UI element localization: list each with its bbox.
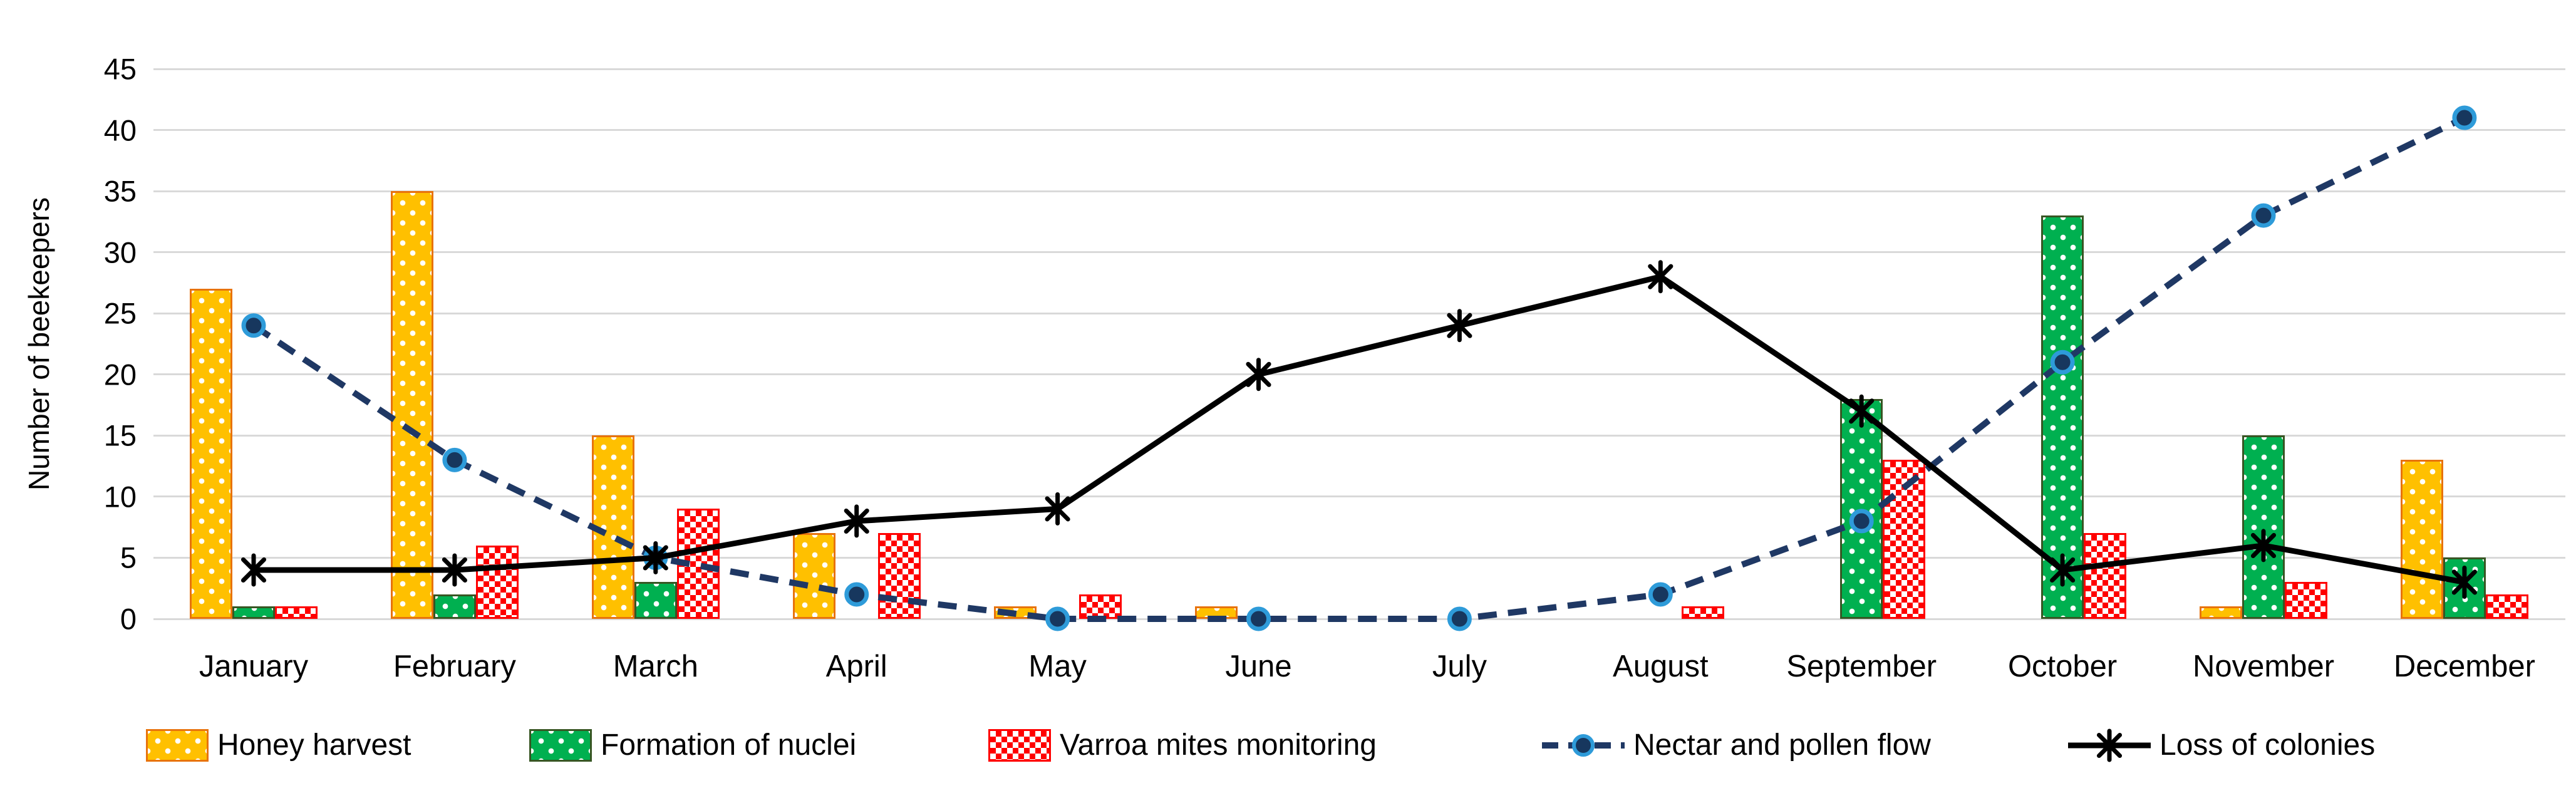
bar-formation-of-nuclei-october	[2041, 215, 2084, 619]
asterisk-marker	[1246, 358, 1271, 391]
bar-varroa-mites-monitoring-october	[2084, 533, 2127, 619]
legend-item-varroa-mites-monitoring: Varroa mites monitoring	[988, 725, 1377, 765]
bar-varroa-mites-monitoring-december	[2485, 594, 2528, 619]
y-tick-label-5: 5	[120, 541, 137, 574]
circle-marker	[2050, 350, 2075, 375]
line-loss-of-colonies	[254, 273, 2465, 585]
bar-formation-of-nuclei-november	[2242, 435, 2285, 619]
y-tick-label-10: 10	[103, 480, 137, 514]
legend-swatch	[146, 729, 209, 762]
y-tick-label-25: 25	[103, 296, 137, 330]
x-label-july: July	[1432, 650, 1487, 683]
gridline-45	[153, 68, 2565, 70]
legend-label: Formation of nuclei	[601, 728, 857, 762]
asterisk-marker	[1447, 309, 1472, 343]
legend-item-formation-of-nuclei: Formation of nuclei	[529, 725, 856, 765]
bar-honey-harvest-december	[2400, 460, 2443, 619]
circle-marker	[2452, 105, 2477, 130]
asterisk-marker	[442, 553, 467, 587]
asterisk-marker	[2050, 553, 2076, 587]
asterisk-marker	[844, 504, 869, 538]
asterisk-marker	[1045, 492, 1070, 526]
bar-varroa-mites-monitoring-august	[1682, 606, 1725, 619]
bar-honey-harvest-march	[591, 435, 634, 619]
circle-marker	[1246, 606, 1271, 631]
legend-item-honey-harvest: Honey harvest	[146, 725, 411, 765]
legend-swatch	[529, 729, 592, 762]
circle-marker	[1447, 606, 1472, 631]
x-label-may: May	[1028, 650, 1087, 683]
circle-marker	[1572, 734, 1595, 757]
legend-swatch	[988, 729, 1051, 762]
bar-formation-of-nuclei-september	[1840, 398, 1883, 619]
gridline-10	[153, 495, 2565, 498]
asterisk-marker	[1648, 260, 1673, 294]
y-tick-label-20: 20	[103, 358, 137, 391]
bar-varroa-mites-monitoring-november	[2285, 582, 2327, 619]
gridline-30	[153, 251, 2565, 254]
x-label-march: March	[613, 650, 698, 683]
asterisk-marker	[2451, 565, 2477, 599]
circle-marker	[241, 313, 266, 338]
x-label-august: August	[1613, 650, 1709, 683]
bar-honey-harvest-february	[390, 191, 433, 619]
legend-item-nectar-and-pollen-flow: Nectar and pollen flow	[1542, 725, 1931, 765]
bar-varroa-mites-monitoring-january	[275, 606, 318, 619]
legend-label: Loss of colonies	[2160, 728, 2376, 762]
bar-varroa-mites-monitoring-april	[877, 533, 921, 619]
bar-varroa-mites-monitoring-may	[1079, 594, 1122, 619]
circle-marker	[2251, 203, 2276, 228]
circle-marker	[1849, 509, 1874, 534]
bar-varroa-mites-monitoring-february	[475, 545, 519, 619]
bar-formation-of-nuclei-february	[433, 594, 476, 619]
bar-honey-harvest-april	[792, 533, 835, 619]
x-label-september: September	[1786, 650, 1937, 683]
legend-label: Varroa mites monitoring	[1060, 728, 1377, 762]
legend-label: Honey harvest	[217, 728, 411, 762]
asterisk-marker	[2250, 529, 2277, 562]
line-nectar-and-pollen-flow	[252, 115, 2466, 622]
legend-line-swatch	[2068, 728, 2151, 762]
legend-item-loss-of-colonies: Loss of colonies	[2068, 725, 2375, 765]
bar-honey-harvest-january	[190, 289, 232, 619]
gridline-40	[153, 129, 2565, 132]
legend-line-swatch	[1542, 734, 1625, 757]
gridline-25	[153, 312, 2565, 314]
x-label-february: February	[393, 650, 516, 683]
circle-marker	[1045, 606, 1070, 631]
y-tick-label-15: 15	[103, 418, 137, 452]
x-label-november: November	[2192, 650, 2335, 683]
bar-formation-of-nuclei-january	[232, 606, 275, 619]
y-tick-label-0: 0	[120, 602, 137, 636]
circle-marker	[844, 582, 869, 607]
x-label-april: April	[825, 650, 887, 683]
bar-formation-of-nuclei-march	[634, 582, 677, 619]
gridline-20	[153, 373, 2565, 376]
y-tick-label-30: 30	[103, 236, 137, 269]
asterisk-marker	[2096, 728, 2123, 762]
x-label-june: June	[1225, 650, 1292, 683]
x-label-december: December	[2393, 650, 2535, 683]
x-label-january: January	[199, 650, 309, 683]
asterisk-marker	[241, 553, 267, 587]
y-tick-label-45: 45	[103, 52, 137, 86]
gridline-15	[153, 434, 2565, 437]
circle-marker	[1648, 582, 1673, 607]
gridline-5	[153, 556, 2565, 559]
asterisk-marker	[1849, 394, 1875, 428]
legend-label: Nectar and pollen flow	[1633, 728, 1931, 762]
bar-honey-harvest-november	[2200, 606, 2242, 619]
circle-marker	[442, 447, 467, 472]
x-label-october: October	[2007, 650, 2118, 683]
y-tick-label-40: 40	[103, 113, 137, 147]
y-tick-label-35: 35	[103, 174, 137, 208]
gridline-35	[153, 190, 2565, 192]
asterisk-marker	[643, 541, 668, 574]
